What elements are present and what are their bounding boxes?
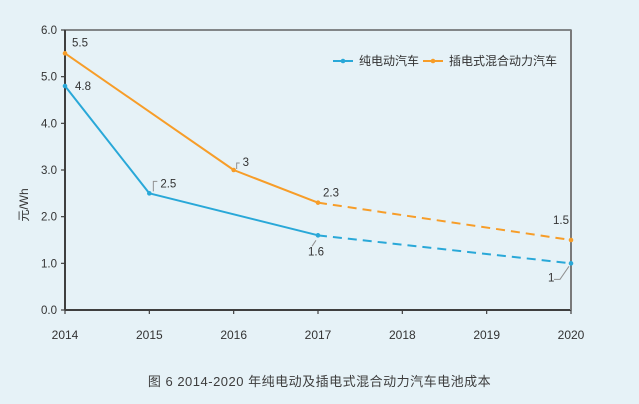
legend-label: 纯电动汽车 bbox=[359, 53, 419, 68]
legend-item-pure-ev: 纯电动汽车 bbox=[333, 53, 419, 68]
legend-label: 插电式混合动力汽车 bbox=[449, 53, 557, 68]
series-phev-marker bbox=[568, 237, 574, 243]
figure-caption: 图 6 2014-2020 年纯电动及插电式混合动力汽车电池成本 bbox=[147, 374, 492, 389]
y-tick-label: 1.0 bbox=[41, 258, 57, 270]
x-tick-label: 2015 bbox=[136, 328, 163, 342]
x-tick-label: 2020 bbox=[558, 328, 585, 342]
data-label: 2.3 bbox=[323, 188, 339, 200]
y-axis-title: 元/Wh bbox=[17, 188, 31, 221]
data-label: 1.5 bbox=[553, 215, 569, 227]
series-pure-ev-dashed-line bbox=[317, 234, 572, 265]
series-pure-ev-marker bbox=[147, 191, 152, 196]
series-phev-solid-line bbox=[64, 52, 319, 204]
x-tick-label: 2014 bbox=[52, 328, 79, 342]
data-label: 5.5 bbox=[72, 37, 88, 49]
series-phev: 5.5 3 2.3 1.5 bbox=[62, 37, 574, 243]
series-phev-marker bbox=[315, 200, 321, 205]
plot-border bbox=[64, 29, 572, 311]
data-label: 1.6 bbox=[308, 246, 324, 258]
y-tick-label: 6.0 bbox=[41, 25, 57, 37]
x-tick-label: 2016 bbox=[220, 328, 247, 342]
data-label-leader bbox=[152, 180, 158, 192]
battery-cost-line-chart: 0.0 1.0 2.0 3.0 4.0 5.0 6.0 2014 2015 2016 2017 201… bbox=[17, 25, 585, 342]
series-pure-ev-marker bbox=[568, 261, 574, 266]
data-label-leader bbox=[311, 240, 317, 247]
legend-marker-dot bbox=[430, 58, 436, 64]
x-tick-label: 2018 bbox=[389, 328, 416, 342]
data-label: 3 bbox=[243, 157, 249, 169]
legend: 纯电动汽车 插电式混合动力汽车 bbox=[333, 53, 557, 68]
data-label: 4.8 bbox=[75, 81, 91, 93]
series-phev-marker bbox=[62, 51, 68, 56]
y-tick-label: 2.0 bbox=[41, 212, 57, 224]
series-phev-dashed-line bbox=[317, 201, 572, 241]
data-label-leader bbox=[554, 266, 570, 280]
series-pure-ev: 4.8 2.5 1.6 1 bbox=[62, 81, 574, 284]
y-tick-label: 5.0 bbox=[41, 72, 57, 84]
series-pure-ev-marker bbox=[62, 83, 68, 89]
y-tick-label: 0.0 bbox=[41, 305, 57, 317]
data-label: 1 bbox=[548, 272, 554, 284]
data-label-leader bbox=[236, 162, 240, 169]
y-tick-label: 4.0 bbox=[41, 118, 57, 130]
series-pure-ev-solid-line bbox=[64, 85, 319, 237]
series-phev-marker bbox=[231, 167, 236, 173]
x-tick-label: 2017 bbox=[305, 328, 332, 342]
y-tick-label: 3.0 bbox=[41, 165, 57, 177]
x-tick-label: 2019 bbox=[473, 328, 500, 342]
legend-item-phev: 插电式混合动力汽车 bbox=[423, 53, 557, 68]
data-label: 2.5 bbox=[160, 178, 176, 190]
series-pure-ev-marker bbox=[315, 233, 321, 238]
legend-marker-dot bbox=[340, 58, 346, 64]
